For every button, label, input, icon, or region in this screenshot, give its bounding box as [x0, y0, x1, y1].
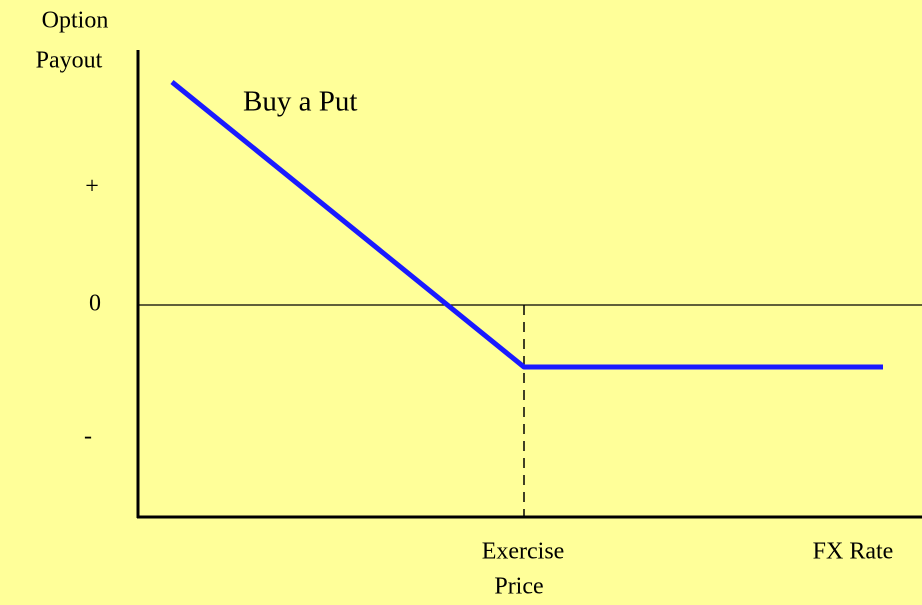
- x-axis-label: FX Rate: [813, 539, 894, 565]
- y-mark: 0: [89, 291, 101, 317]
- y-mark: -: [84, 424, 92, 450]
- y-axis-label: Option: [42, 8, 109, 34]
- y-axis-label: Payout: [36, 48, 103, 74]
- diagram-title: Buy a Put: [243, 86, 357, 118]
- x-label: Exercise: [482, 539, 565, 565]
- x-label: Price: [494, 574, 543, 600]
- put-payoff-line: [170, 80, 883, 370]
- y-mark: +: [85, 174, 99, 200]
